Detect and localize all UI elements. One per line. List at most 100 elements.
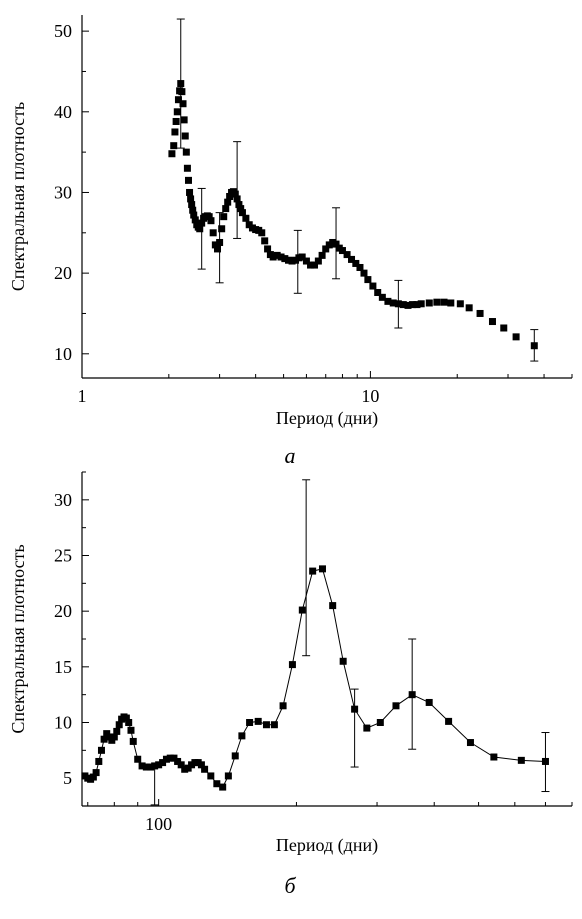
- data-point: [246, 719, 254, 726]
- data-point: [270, 721, 278, 729]
- data-point: [404, 301, 412, 309]
- data-point: [389, 299, 397, 307]
- data-point: [224, 198, 232, 206]
- data-point: [92, 769, 100, 777]
- data-point: [348, 255, 356, 263]
- data-point: [209, 229, 217, 237]
- panel-label: а: [285, 443, 296, 468]
- data-point: [231, 752, 239, 760]
- y-tick-label: 10: [54, 344, 72, 364]
- data-point: [187, 195, 195, 203]
- y-tick-label: 25: [54, 546, 72, 566]
- data-point: [171, 128, 179, 136]
- data-point: [238, 732, 246, 740]
- data-point: [201, 765, 209, 773]
- data-point: [211, 241, 219, 249]
- data-point: [332, 240, 340, 248]
- data-point: [413, 301, 421, 309]
- data-point: [151, 762, 159, 770]
- data-point: [233, 195, 241, 203]
- data-point: [100, 735, 108, 743]
- data-point: [433, 298, 441, 306]
- data-point: [517, 756, 525, 764]
- data-point: [170, 142, 178, 150]
- series-line: [84, 568, 546, 788]
- y-tick-label: 50: [54, 21, 72, 41]
- x-tick-label: 100: [145, 814, 172, 834]
- data-point: [125, 719, 133, 726]
- data-point: [314, 257, 322, 265]
- data-point: [110, 733, 118, 741]
- data-point: [339, 657, 347, 665]
- data-point: [490, 753, 498, 761]
- data-point: [207, 772, 215, 780]
- data-point: [183, 164, 191, 172]
- data-point: [277, 253, 285, 261]
- data-point: [440, 298, 448, 306]
- x-tick-label: 1: [78, 386, 87, 406]
- data-point: [237, 205, 245, 213]
- y-tick-label: 15: [54, 657, 72, 677]
- data-point: [214, 245, 222, 253]
- y-tick-label: 10: [54, 713, 72, 733]
- data-point: [238, 209, 246, 217]
- data-point: [182, 148, 190, 156]
- data-point: [378, 293, 386, 301]
- data-point: [231, 190, 239, 198]
- data-point: [166, 754, 174, 762]
- data-point: [298, 253, 306, 261]
- data-point: [138, 762, 146, 770]
- panel-label: б: [284, 873, 296, 898]
- data-point: [191, 216, 199, 224]
- data-point: [384, 297, 392, 305]
- data-point: [173, 108, 181, 116]
- data-point: [356, 263, 364, 271]
- data-point: [196, 225, 204, 233]
- data-point: [369, 282, 377, 290]
- data-point: [190, 211, 198, 219]
- data-point: [322, 245, 330, 253]
- data-point: [466, 739, 474, 747]
- data-point: [425, 698, 433, 706]
- data-point: [279, 702, 287, 710]
- data-point: [226, 193, 234, 200]
- data-point: [179, 100, 187, 108]
- data-point: [222, 205, 230, 213]
- data-point: [309, 567, 317, 575]
- data-point: [351, 705, 359, 713]
- data-point: [311, 261, 319, 269]
- data-point: [329, 602, 337, 610]
- data-point: [177, 80, 185, 88]
- y-tick-label: 30: [54, 182, 72, 202]
- data-point: [298, 606, 306, 614]
- chart-panel-b: 5 10 15 20 25 30 100 Период (дни) Спектральная п…: [8, 471, 573, 898]
- data-point: [113, 727, 121, 735]
- data-point: [465, 304, 473, 312]
- data-point: [343, 251, 351, 259]
- x-tick-label: 10: [361, 386, 379, 406]
- data-point: [174, 757, 182, 765]
- x-axis-label: Период (дни): [276, 835, 378, 856]
- data-point: [147, 763, 155, 771]
- data-point: [360, 269, 368, 277]
- data-point: [447, 299, 455, 307]
- data-point: [235, 201, 243, 209]
- data-point: [170, 754, 178, 762]
- data-point: [142, 763, 150, 771]
- y-axis-label: Спектральная плотность: [8, 102, 28, 291]
- data-point: [205, 213, 213, 221]
- data-point: [220, 213, 228, 221]
- data-point: [476, 309, 484, 317]
- y-tick-label: 30: [54, 490, 72, 510]
- data-point: [318, 565, 326, 573]
- y-tick-label: 20: [54, 601, 72, 621]
- data-point: [408, 691, 416, 699]
- data-point: [184, 176, 192, 184]
- data-point: [155, 761, 163, 769]
- data-point: [189, 206, 197, 214]
- data-point: [392, 702, 400, 710]
- data-point: [254, 717, 262, 725]
- data-point: [281, 255, 289, 263]
